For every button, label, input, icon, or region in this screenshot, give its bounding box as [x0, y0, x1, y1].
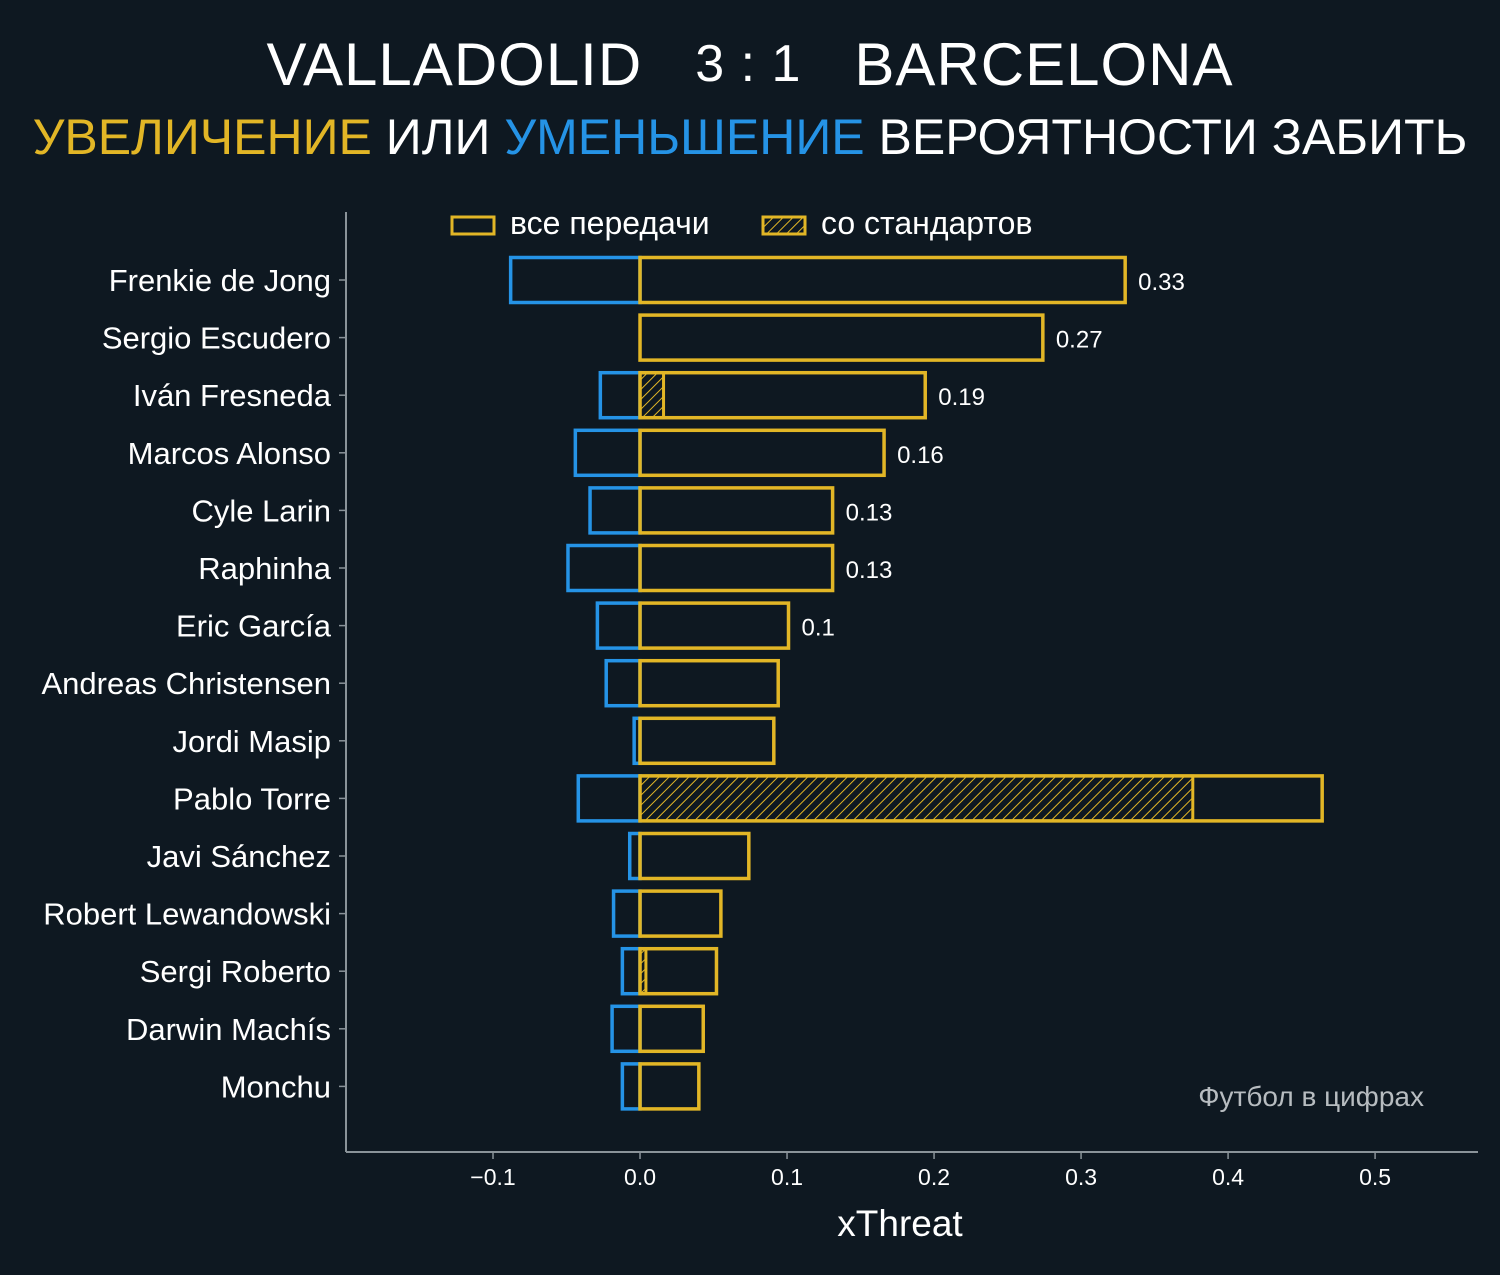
y-tick-label: Robert Lewandowski	[43, 897, 331, 932]
decrease-bar	[566, 543, 642, 593]
decrease-bar	[573, 428, 642, 478]
increase-bar	[638, 486, 835, 535]
legend-label-all: все передачи	[510, 205, 710, 241]
legend-label-setpiece: со стандартов	[821, 205, 1032, 241]
increase-bar	[638, 601, 791, 650]
x-tick-label: 0.3	[1065, 1164, 1097, 1190]
decrease-bar	[620, 946, 642, 996]
subtitle-or: ИЛИ	[385, 109, 491, 165]
increase-bar	[638, 313, 1045, 362]
y-tick-label: Darwin Machís	[126, 1012, 331, 1047]
increase-bar	[638, 1062, 701, 1111]
decrease-bar	[588, 486, 642, 535]
increase-bar	[638, 831, 751, 881]
x-tick-label: 0.4	[1212, 1164, 1244, 1190]
y-tick-label: Raphinha	[198, 551, 331, 586]
home-team: VALLADOLID	[266, 31, 643, 98]
y-tick-label: Iván Fresneda	[133, 378, 332, 413]
decrease-bar	[620, 1062, 642, 1111]
value-label: 0.27	[1056, 327, 1103, 354]
decrease-bar	[576, 774, 642, 823]
chart-subtitle: УВЕЛИЧЕНИЕ ИЛИ УМЕНЬШЕНИЕ ВЕРОЯТНОСТИ ЗА…	[0, 108, 1500, 166]
y-tick-label: Marcos Alonso	[128, 436, 331, 471]
subtitle-rest: ВЕРОЯТНОСТИ ЗАБИТЬ	[878, 109, 1468, 165]
subtitle-decrease: УМЕНЬШЕНИЕ	[504, 109, 865, 165]
y-tick-label: Javi Sánchez	[147, 839, 331, 874]
setpiece-bar	[638, 774, 1195, 823]
decrease-bar	[508, 255, 642, 305]
x-axis-label: xThreat	[837, 1203, 963, 1244]
x-tick-label: 0.2	[918, 1164, 950, 1190]
x-tick-label: 0.1	[771, 1164, 803, 1190]
value-label: 0.1	[802, 615, 835, 642]
setpiece-bar	[638, 371, 666, 420]
legend-swatch-setpiece	[761, 215, 807, 236]
x-tick-label: 0.5	[1359, 1164, 1391, 1190]
y-tick-label: Andreas Christensen	[42, 666, 332, 701]
value-label: 0.16	[897, 442, 944, 469]
legend: все передачи со стандартов	[450, 205, 1032, 241]
value-label: 0.13	[846, 499, 893, 526]
y-tick-labels: Frenkie de Jong Sergio Escudero Iván Fresn…	[42, 263, 332, 1104]
value-label: 0.33	[1138, 269, 1185, 296]
value-labels: 0.33 0.27 0.19 0.16 0.13 0.13 0.1	[802, 269, 1185, 642]
decrease-bar	[610, 1004, 642, 1054]
increase-bar	[638, 370, 927, 420]
y-tick-label: Frenkie de Jong	[109, 263, 331, 298]
x-tick-label: 0.0	[624, 1164, 656, 1190]
bars	[508, 255, 1324, 1111]
x-tick-label: −0.1	[470, 1164, 515, 1190]
axes	[339, 212, 1478, 1159]
y-tick-label: Cyle Larin	[191, 493, 331, 528]
decrease-bar	[598, 370, 642, 420]
y-tick-label: Sergi Roberto	[140, 954, 331, 989]
subtitle-increase: УВЕЛИЧЕНИЕ	[32, 109, 372, 165]
value-label: 0.13	[846, 557, 893, 584]
decrease-bar	[595, 601, 642, 650]
increase-bar	[638, 946, 719, 996]
value-label: 0.19	[938, 384, 985, 411]
y-tick-label: Jordi Masip	[173, 724, 332, 759]
increase-bar	[638, 1004, 705, 1054]
match-score: 3 : 1	[695, 35, 802, 93]
away-team: BARCELONA	[854, 31, 1234, 98]
increase-bar	[638, 658, 780, 708]
increase-bar	[638, 716, 776, 766]
chart-title: VALLADOLID 3 : 1 BARCELONA	[0, 30, 1500, 99]
increase-bar	[638, 774, 1324, 823]
increase-bar	[638, 543, 835, 593]
decrease-bar	[611, 889, 642, 938]
y-tick-label: Monchu	[221, 1069, 331, 1104]
increase-bar	[638, 889, 723, 938]
increase-bar	[638, 255, 1127, 305]
legend-swatch-all	[450, 215, 496, 236]
y-tick-label: Eric García	[176, 609, 332, 644]
y-tick-label: Pablo Torre	[173, 781, 331, 816]
increase-bar	[638, 428, 886, 478]
watermark: Футбол в цифрах	[1198, 1081, 1424, 1112]
y-tick-label: Sergio Escudero	[102, 321, 331, 356]
decrease-bar	[604, 658, 642, 708]
x-tick-labels: −0.1 0.0 0.1 0.2 0.3 0.4 0.5	[470, 1164, 1391, 1190]
